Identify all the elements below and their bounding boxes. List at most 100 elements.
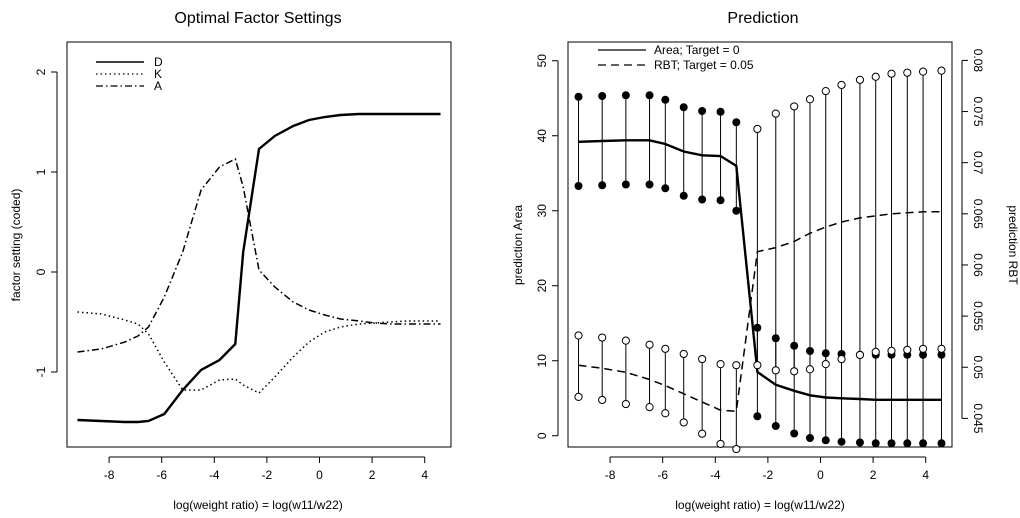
area-lower-point (855, 438, 864, 447)
area-lower-point (771, 422, 780, 430)
rbt-upper-point (771, 109, 780, 118)
left-y-tick-label: -1 (34, 366, 48, 377)
area-upper-point (716, 107, 725, 116)
area-lower-point (871, 439, 880, 448)
legend-label-K: K (154, 67, 162, 81)
area-upper-point (919, 350, 928, 359)
left-panel: Optimal Factor Settings -8 -6 -4 -2 0 2 4 -1 0 1… (9, 10, 452, 512)
rbt-upper-point (598, 333, 607, 342)
area-lower-point (679, 191, 688, 200)
right-x-tick-label: -6 (657, 468, 668, 482)
rbt-lower-point (790, 367, 799, 376)
legend-label-1: RBT; Target = 0.05 (654, 58, 754, 72)
left-y-tick-label: 1 (34, 168, 48, 175)
area-lower-point (919, 439, 928, 448)
rbt-lower-point (821, 360, 830, 369)
left-plot-frame (66, 41, 452, 448)
area-upper-point (598, 92, 607, 100)
series-line-RBT (578, 211, 942, 412)
area-upper-point (805, 347, 814, 355)
left-y-tick-label: 0 (34, 268, 48, 275)
left-x-tick-label: -8 (104, 468, 115, 482)
rbt-lower-point (855, 350, 865, 360)
left-legend: DKA (96, 55, 163, 93)
rbt-upper-point (837, 80, 846, 90)
area-upper-point (698, 107, 707, 115)
rbt-lower-point (621, 399, 630, 409)
rbt-upper-point (821, 86, 830, 96)
rbt-upper-point (937, 66, 946, 75)
rbt-upper-point (732, 361, 741, 370)
right-y-axis: 0 10 20 30 40 50 (535, 54, 559, 439)
left-x-tick-label: 2 (369, 468, 376, 482)
right-plot-frame (567, 41, 953, 448)
area-lower-point (903, 439, 912, 448)
rbt-lower-point (871, 347, 880, 356)
area-lower-point (621, 180, 630, 189)
rbt-lower-point (574, 392, 583, 401)
right-y-tick-label: 0 (535, 432, 549, 439)
rbt-lower-point (645, 403, 654, 412)
area-upper-point (645, 91, 654, 100)
left-x-axis-label: log(weight ratio) = log(w11/w22) (173, 498, 343, 512)
left-x-tick-label: -2 (262, 468, 273, 482)
area-lower-point (937, 439, 946, 448)
right-y2-tick-label: 0.045 (971, 403, 985, 433)
right-y-tick-label: 10 (535, 354, 549, 368)
right-y2-axis-label: prediction RBT (1006, 205, 1020, 285)
area-lower-point (598, 181, 607, 190)
area-lower-point (805, 434, 814, 442)
right-x-tick-label: 0 (817, 468, 824, 482)
rbt-lower-point (661, 409, 670, 418)
right-y-tick-label: 20 (535, 279, 549, 293)
rbt-upper-point (887, 69, 896, 78)
right-chart-title: Prediction (727, 10, 798, 27)
legend-label-A: A (154, 79, 162, 93)
left-y-axis: -1 0 1 2 (34, 68, 58, 377)
rbt-upper-point (661, 344, 670, 353)
area-upper-point (574, 92, 583, 101)
rbt-upper-point (903, 68, 912, 77)
right-y-axis-label: prediction Area (511, 205, 525, 285)
rbt-upper-point (679, 349, 688, 359)
right-y2-tick-label: 0.06 (971, 253, 985, 277)
right-y2-tick-label: 0.075 (971, 97, 985, 127)
rbt-upper-point (698, 354, 707, 364)
rbt-lower-point (937, 344, 946, 353)
rbt-lower-point (837, 354, 846, 364)
left-x-tick-label: -4 (209, 468, 220, 482)
right-y-tick-label: 30 (535, 204, 549, 218)
left-x-tick-label: 0 (316, 468, 323, 482)
series-line-Area (578, 139, 942, 401)
rbt-lower-point (805, 365, 815, 374)
left-y-tick-label: 2 (34, 68, 48, 75)
right-x-axis-label: log(weight ratio) = log(w11/w22) (675, 498, 845, 512)
rbt-upper-point (918, 67, 928, 76)
rbt-upper-point (753, 124, 762, 134)
rbt-lower-point (698, 429, 707, 438)
area-lower-point (716, 196, 725, 205)
rbt-upper-point (621, 336, 630, 345)
right-y2-tick-label: 0.07 (971, 151, 985, 175)
legend-label-0: Area; Target = 0 (654, 43, 740, 57)
rbt-lower-point (918, 344, 928, 353)
right-x-tick-label: 4 (922, 468, 929, 482)
right-y2-tick-label: 0.055 (971, 301, 985, 331)
area-upper-point (821, 349, 830, 358)
area-lower-point (753, 412, 762, 421)
area-upper-point (771, 334, 780, 343)
rbt-lower-point (753, 361, 762, 370)
area-upper-point (679, 103, 688, 112)
rbt-lower-point (903, 345, 912, 354)
rbt-lower-point (771, 366, 780, 375)
area-upper-point (661, 95, 670, 104)
area-lower-point (837, 437, 846, 446)
right-y2-axis: 0.045 0.05 0.055 0.06 0.065 0.07 0.075 0.08 (961, 49, 985, 434)
area-upper-point (753, 323, 762, 332)
rbt-lower-point (716, 439, 725, 449)
right-y2-tick-label: 0.065 (971, 199, 985, 229)
rbt-upper-point (716, 360, 725, 369)
left-x-tick-label: 4 (421, 468, 428, 482)
